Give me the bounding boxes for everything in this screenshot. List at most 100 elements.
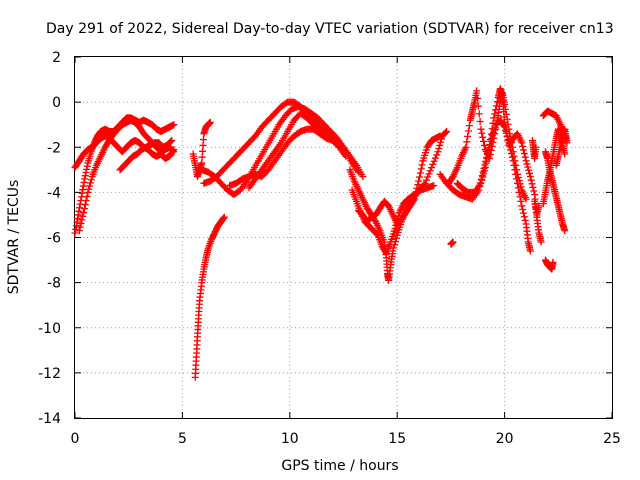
data-point xyxy=(530,187,538,195)
series-arc9 xyxy=(226,125,363,190)
data-point xyxy=(480,170,488,178)
data-point xyxy=(416,169,424,177)
data-point xyxy=(80,205,88,213)
data-point xyxy=(520,213,528,221)
data-point xyxy=(411,192,419,200)
data-point xyxy=(199,141,207,149)
series-arc19 xyxy=(531,197,543,219)
data-point xyxy=(86,182,94,190)
data-point xyxy=(513,166,521,174)
y-tick-label: -14 xyxy=(38,411,61,427)
data-point xyxy=(76,223,84,231)
data-point xyxy=(518,139,526,147)
data-point xyxy=(522,195,530,203)
series-arc18 xyxy=(529,136,540,163)
data-point xyxy=(418,161,426,169)
data-point xyxy=(517,197,525,205)
data-point xyxy=(87,176,95,184)
data-point xyxy=(474,95,482,103)
data-point xyxy=(422,176,430,184)
data-point xyxy=(79,212,87,220)
data-point xyxy=(514,173,522,181)
data-point xyxy=(198,159,206,167)
data-point xyxy=(487,130,495,138)
data-point xyxy=(549,258,557,266)
data-point xyxy=(485,146,493,154)
data-point xyxy=(435,145,443,153)
data-point xyxy=(478,176,486,184)
data-point xyxy=(413,184,421,192)
data-point xyxy=(526,247,534,255)
data-point xyxy=(77,220,85,228)
y-tick-label: -12 xyxy=(38,366,61,382)
data-point xyxy=(515,177,523,185)
data-point xyxy=(491,110,499,118)
y-tick-label: -10 xyxy=(38,321,61,337)
series-arc15 xyxy=(445,87,530,203)
series-arc5 xyxy=(191,213,228,381)
y-tick-label: -8 xyxy=(47,276,61,292)
data-point xyxy=(492,121,500,129)
data-point xyxy=(529,183,537,191)
data-point xyxy=(167,137,175,145)
data-point xyxy=(563,136,571,144)
data-point xyxy=(199,147,207,155)
data-point xyxy=(493,98,501,106)
series-arc24 xyxy=(552,125,571,169)
series-arc13 xyxy=(355,132,444,228)
data-point xyxy=(86,179,94,187)
data-point xyxy=(80,209,88,217)
data-point xyxy=(199,136,207,144)
series-arc11 xyxy=(346,127,451,284)
data-point xyxy=(492,106,500,114)
data-point xyxy=(520,209,528,217)
data-point xyxy=(436,141,444,149)
series-arc8 xyxy=(200,98,350,187)
data-point xyxy=(479,133,487,141)
data-point xyxy=(198,153,206,161)
data-point xyxy=(220,213,228,221)
data-point xyxy=(509,148,517,156)
y-tick-label: -4 xyxy=(47,185,61,201)
data-point xyxy=(428,164,436,172)
data-point xyxy=(449,238,457,246)
data-point xyxy=(481,164,489,172)
data-point xyxy=(430,157,438,165)
x-tick-labels: 0 5 10 15 20 25 xyxy=(71,431,621,447)
data-point xyxy=(321,131,329,139)
data-point xyxy=(490,134,498,142)
data-point xyxy=(390,244,398,252)
x-tick-label: 5 xyxy=(178,431,187,447)
series-arc23 xyxy=(541,256,557,273)
series-arc3 xyxy=(71,132,178,172)
data-point xyxy=(523,160,531,168)
data-point xyxy=(355,168,363,176)
data-point xyxy=(525,166,533,174)
data-point xyxy=(526,173,534,181)
data-point xyxy=(502,127,510,135)
data-point xyxy=(521,216,529,224)
chart-title: Day 291 of 2022, Sidereal Day-to-day VTE… xyxy=(46,21,614,37)
data-point xyxy=(480,167,488,175)
series-arc22 xyxy=(541,148,569,235)
data-point xyxy=(416,173,424,181)
y-tick-label: 2 xyxy=(52,50,61,66)
tick-marks xyxy=(74,56,613,419)
data-point xyxy=(476,118,484,126)
data-point xyxy=(520,150,528,158)
data-point xyxy=(501,118,509,126)
data-point xyxy=(537,238,545,246)
data-point xyxy=(417,165,425,173)
x-tick-label: 10 xyxy=(281,431,299,447)
y-tick-label: 0 xyxy=(52,95,61,111)
data-point xyxy=(429,160,437,168)
data-point xyxy=(521,153,529,161)
data-point xyxy=(410,196,418,204)
data-point xyxy=(480,137,488,145)
data-point xyxy=(82,196,90,204)
data-point xyxy=(511,157,519,165)
data-point xyxy=(520,146,528,154)
data-point xyxy=(486,141,494,149)
grid xyxy=(75,57,612,418)
